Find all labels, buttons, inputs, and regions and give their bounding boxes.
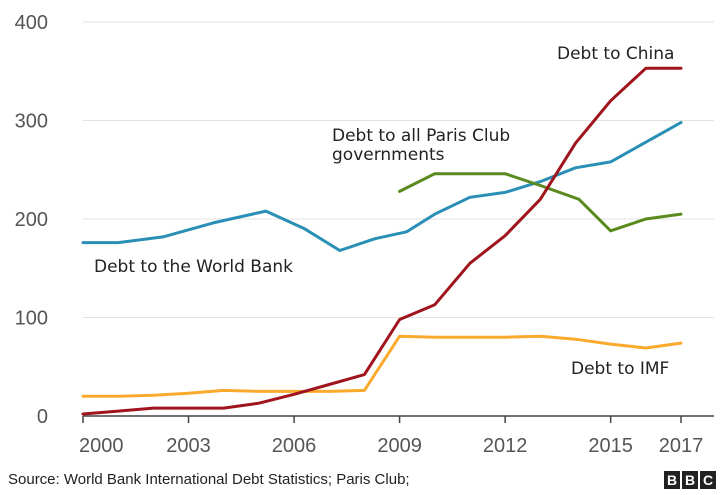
x-tick-label: 2006	[272, 435, 317, 457]
series-label-world-bank: Debt to the World Bank	[94, 257, 293, 277]
y-tick-label: 400	[15, 12, 48, 34]
y-tick-label: 200	[15, 209, 48, 231]
x-tick-label: 2000	[79, 435, 124, 457]
bbc-logo: B B C	[664, 471, 716, 489]
gridlines	[83, 21, 714, 417]
series-label-imf: Debt to IMF	[571, 359, 669, 379]
bbc-logo-letter: B	[682, 471, 698, 489]
bbc-logo-letter: B	[664, 471, 680, 489]
series-label-paris-club-line2: governments	[332, 145, 445, 165]
source-note: Source: World Bank International Debt St…	[8, 471, 410, 488]
x-tick-label: 2003	[166, 435, 211, 457]
x-tick-label: 2017	[659, 435, 704, 457]
series-line-debt-to-imf	[81, 334, 683, 398]
x-axis-ticks: 2000 2003 2006 2009 2012 2015 2017	[79, 416, 703, 457]
series-line-debt-to-china	[81, 66, 683, 416]
x-tick-label: 2009	[377, 435, 422, 457]
series-line-debt-to-all-paris-club-governments	[398, 172, 683, 233]
series-lines	[81, 66, 683, 416]
series-line-debt-to-the-world-bank	[81, 121, 683, 252]
series-label-china: Debt to China	[557, 44, 674, 64]
y-tick-label: 300	[15, 111, 48, 133]
x-tick-label: 2012	[483, 435, 528, 457]
chart-footer: Source: World Bank International Debt St…	[8, 468, 716, 495]
series-label-paris-club-line1: Debt to all Paris Club	[332, 126, 510, 146]
series-label-paris-club: Debt to all Paris Club governments	[332, 126, 516, 165]
y-tick-label: 100	[15, 308, 48, 330]
y-tick-label: 0	[37, 406, 48, 428]
x-tick-label: 2015	[588, 435, 633, 457]
y-axis-ticks: 0 100 200 300 400	[15, 12, 48, 428]
bbc-logo-letter: C	[700, 471, 716, 489]
